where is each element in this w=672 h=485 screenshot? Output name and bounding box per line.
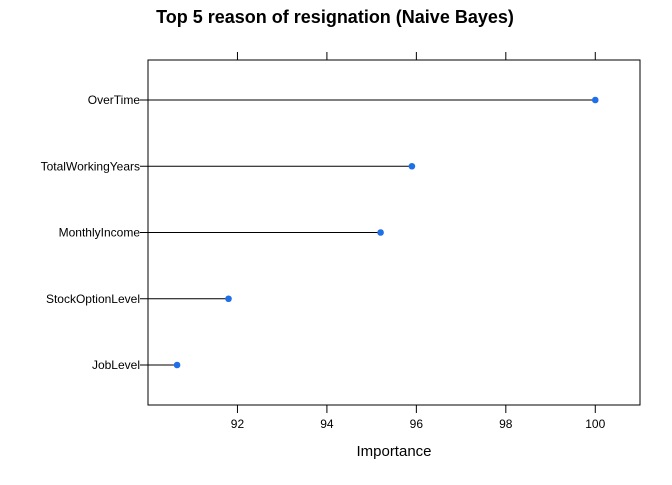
row-StockOptionLevel: StockOptionLevel (46, 292, 232, 306)
row-JobLevel: JobLevel (92, 358, 181, 372)
x-tick-label: 98 (499, 417, 513, 431)
value-point (591, 96, 599, 104)
row-TotalWorkingYears: TotalWorkingYears (41, 159, 416, 173)
x-tick-label: 94 (320, 417, 334, 431)
x-axis: 92 94 96 98 100 (231, 52, 606, 431)
chart-title: Top 5 reason of resignation (Naive Bayes… (156, 7, 514, 27)
value-point (377, 229, 384, 236)
value-point (408, 162, 416, 170)
category-label: StockOptionLevel (46, 292, 140, 306)
chart-rows: OverTime TotalWorkingYears MonthlyIncome St… (41, 93, 599, 372)
category-label: OverTime (88, 93, 141, 107)
x-tick-label: 96 (410, 417, 424, 431)
x-tick-label: 92 (231, 417, 245, 431)
x-tick-label: 100 (585, 417, 605, 431)
x-axis-title: Importance (356, 443, 431, 460)
row-OverTime: OverTime (88, 93, 599, 107)
value-point (173, 361, 181, 369)
category-label: TotalWorkingYears (41, 159, 140, 173)
row-MonthlyIncome: MonthlyIncome (59, 226, 384, 240)
value-point (225, 295, 232, 303)
category-label: JobLevel (92, 358, 140, 372)
category-label: MonthlyIncome (59, 226, 141, 240)
